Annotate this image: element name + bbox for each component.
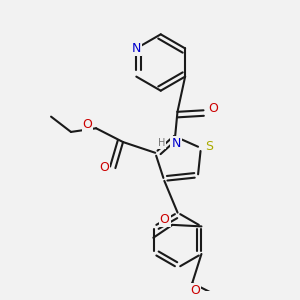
- Text: N: N: [132, 42, 141, 55]
- Text: H: H: [158, 138, 165, 148]
- Text: O: O: [160, 213, 170, 226]
- Text: N: N: [171, 137, 181, 151]
- Text: O: O: [208, 102, 218, 115]
- Text: S: S: [206, 140, 213, 153]
- Text: O: O: [99, 161, 109, 174]
- Text: O: O: [190, 284, 200, 297]
- Text: O: O: [82, 118, 92, 131]
